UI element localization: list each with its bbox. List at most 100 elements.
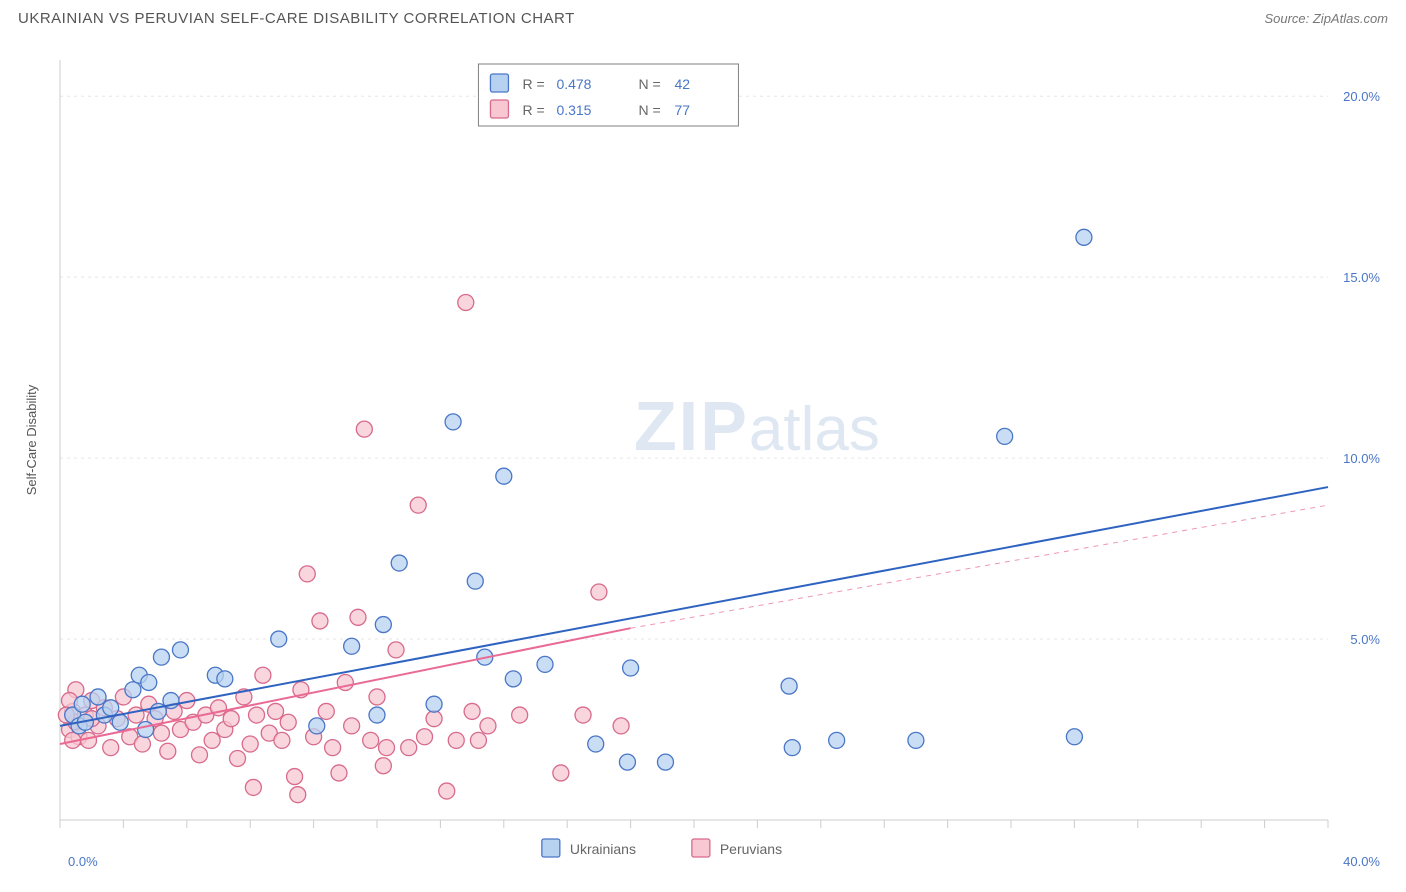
data-point [318, 703, 334, 719]
data-point [242, 736, 258, 752]
data-point [81, 732, 97, 748]
data-point [391, 555, 407, 571]
data-point [401, 740, 417, 756]
data-point [299, 566, 315, 582]
data-point [997, 428, 1013, 444]
y-tick-label: 20.0% [1343, 89, 1380, 104]
legend-n-label: N = [638, 76, 660, 92]
data-point [90, 689, 106, 705]
data-point [356, 421, 372, 437]
data-point [467, 573, 483, 589]
legend-r-value: 0.315 [556, 102, 591, 118]
legend-r-label: R = [522, 102, 544, 118]
data-point [613, 718, 629, 734]
data-point [588, 736, 604, 752]
data-point [134, 736, 150, 752]
data-point [112, 714, 128, 730]
y-tick-label: 5.0% [1350, 632, 1380, 647]
data-point [230, 750, 246, 766]
legend-series-label: Peruvians [720, 841, 782, 857]
data-point [575, 707, 591, 723]
legend-r-label: R = [522, 76, 544, 92]
data-point [103, 740, 119, 756]
data-point [160, 743, 176, 759]
data-point [480, 718, 496, 734]
y-tick-label: 15.0% [1343, 270, 1380, 285]
data-point [191, 747, 207, 763]
data-point [217, 671, 233, 687]
y-axis-label: Self-Care Disability [24, 384, 39, 495]
data-point [287, 769, 303, 785]
legend-swatch [490, 100, 508, 118]
data-point [781, 678, 797, 694]
data-point [128, 707, 144, 723]
data-point [553, 765, 569, 781]
data-point [245, 779, 261, 795]
data-point [141, 674, 157, 690]
data-point [445, 414, 461, 430]
data-point [280, 714, 296, 730]
trend-line [60, 487, 1328, 726]
data-point [470, 732, 486, 748]
data-point [290, 787, 306, 803]
y-tick-label: 10.0% [1343, 451, 1380, 466]
legend-swatch [542, 839, 560, 857]
data-point [125, 682, 141, 698]
data-point [426, 696, 442, 712]
data-point [309, 718, 325, 734]
legend-swatch [692, 839, 710, 857]
data-point [312, 613, 328, 629]
x-max-label: 40.0% [1343, 854, 1380, 869]
data-point [829, 732, 845, 748]
data-point [369, 707, 385, 723]
data-point [369, 689, 385, 705]
stats-legend [478, 64, 738, 126]
data-point [375, 758, 391, 774]
data-point [657, 754, 673, 770]
legend-n-value: 77 [674, 102, 690, 118]
data-point [1066, 729, 1082, 745]
data-point [363, 732, 379, 748]
legend-swatch [490, 74, 508, 92]
data-point [344, 718, 360, 734]
data-point [172, 642, 188, 658]
data-point [153, 649, 169, 665]
data-point [388, 642, 404, 658]
data-point [103, 700, 119, 716]
data-point [784, 740, 800, 756]
legend-series-label: Ukrainians [570, 841, 636, 857]
data-point [255, 667, 271, 683]
data-point [274, 732, 290, 748]
data-point [153, 725, 169, 741]
data-point [325, 740, 341, 756]
source-attribution: Source: ZipAtlas.com [1264, 11, 1388, 26]
watermark-zip: ZIP [634, 387, 749, 465]
data-point [1076, 229, 1092, 245]
data-point [623, 660, 639, 676]
data-point [410, 497, 426, 513]
data-point [379, 740, 395, 756]
data-point [464, 703, 480, 719]
trend-line-extension [631, 505, 1328, 628]
data-point [375, 617, 391, 633]
legend-n-value: 42 [674, 76, 690, 92]
svg-text:ZIPatlas: ZIPatlas [634, 387, 880, 465]
data-point [591, 584, 607, 600]
legend-n-label: N = [638, 102, 660, 118]
chart: 20.0% 15.0% 10.0% 5.0% ZIPatlas Self-Care Dis… [18, 40, 1388, 882]
data-point [74, 696, 90, 712]
data-point [204, 732, 220, 748]
data-point [417, 729, 433, 745]
x-origin-label: 0.0% [68, 854, 98, 869]
data-point [537, 656, 553, 672]
data-point [268, 703, 284, 719]
data-point [448, 732, 464, 748]
data-point [223, 711, 239, 727]
data-point [458, 294, 474, 310]
data-point [439, 783, 455, 799]
data-point [138, 722, 154, 738]
data-point [249, 707, 265, 723]
data-point [331, 765, 347, 781]
chart-title: UKRAINIAN VS PERUVIAN SELF-CARE DISABILI… [18, 10, 575, 27]
data-point [271, 631, 287, 647]
